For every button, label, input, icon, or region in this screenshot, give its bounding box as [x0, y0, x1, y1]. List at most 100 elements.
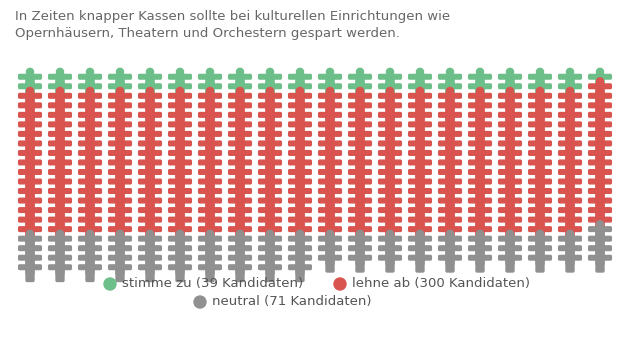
- FancyBboxPatch shape: [481, 189, 491, 193]
- Circle shape: [27, 183, 33, 190]
- FancyBboxPatch shape: [116, 110, 120, 120]
- FancyBboxPatch shape: [26, 205, 30, 215]
- Circle shape: [117, 68, 123, 75]
- FancyBboxPatch shape: [60, 157, 64, 167]
- FancyBboxPatch shape: [180, 214, 184, 224]
- FancyBboxPatch shape: [446, 252, 451, 262]
- FancyBboxPatch shape: [446, 110, 451, 120]
- FancyBboxPatch shape: [211, 227, 221, 231]
- FancyBboxPatch shape: [566, 121, 574, 132]
- Circle shape: [596, 135, 603, 142]
- FancyBboxPatch shape: [559, 150, 569, 155]
- FancyBboxPatch shape: [79, 208, 89, 212]
- FancyBboxPatch shape: [210, 271, 214, 281]
- FancyBboxPatch shape: [139, 150, 149, 155]
- FancyBboxPatch shape: [32, 113, 42, 117]
- Circle shape: [536, 202, 544, 209]
- FancyBboxPatch shape: [601, 236, 611, 241]
- FancyBboxPatch shape: [120, 119, 124, 129]
- FancyBboxPatch shape: [451, 141, 461, 146]
- FancyBboxPatch shape: [91, 189, 101, 193]
- FancyBboxPatch shape: [529, 227, 539, 231]
- FancyBboxPatch shape: [108, 217, 118, 222]
- FancyBboxPatch shape: [56, 128, 61, 139]
- FancyBboxPatch shape: [120, 243, 124, 253]
- FancyBboxPatch shape: [536, 214, 541, 224]
- FancyBboxPatch shape: [180, 81, 184, 91]
- Circle shape: [417, 135, 423, 142]
- FancyBboxPatch shape: [476, 121, 484, 132]
- Circle shape: [146, 202, 154, 209]
- Circle shape: [296, 135, 304, 142]
- FancyBboxPatch shape: [326, 214, 330, 224]
- FancyBboxPatch shape: [512, 122, 521, 127]
- FancyBboxPatch shape: [146, 74, 154, 84]
- FancyBboxPatch shape: [450, 110, 454, 120]
- FancyBboxPatch shape: [296, 176, 301, 186]
- FancyBboxPatch shape: [229, 103, 239, 108]
- Circle shape: [177, 230, 184, 237]
- FancyBboxPatch shape: [566, 243, 570, 253]
- Circle shape: [507, 192, 513, 199]
- FancyBboxPatch shape: [506, 110, 510, 120]
- FancyBboxPatch shape: [146, 169, 154, 180]
- FancyBboxPatch shape: [210, 262, 214, 272]
- FancyBboxPatch shape: [566, 90, 570, 100]
- FancyBboxPatch shape: [60, 186, 64, 196]
- FancyBboxPatch shape: [86, 245, 94, 256]
- FancyBboxPatch shape: [512, 179, 521, 184]
- FancyBboxPatch shape: [506, 243, 510, 253]
- Circle shape: [206, 221, 213, 228]
- FancyBboxPatch shape: [122, 227, 131, 231]
- FancyBboxPatch shape: [422, 227, 432, 231]
- FancyBboxPatch shape: [361, 256, 371, 260]
- FancyBboxPatch shape: [146, 271, 151, 281]
- FancyBboxPatch shape: [422, 208, 432, 212]
- FancyBboxPatch shape: [198, 132, 208, 136]
- FancyBboxPatch shape: [30, 176, 34, 186]
- FancyBboxPatch shape: [512, 150, 521, 155]
- FancyBboxPatch shape: [498, 170, 508, 174]
- FancyBboxPatch shape: [108, 227, 118, 231]
- Circle shape: [86, 106, 94, 113]
- FancyBboxPatch shape: [26, 254, 34, 265]
- FancyBboxPatch shape: [301, 179, 311, 184]
- FancyBboxPatch shape: [451, 246, 461, 251]
- FancyBboxPatch shape: [536, 131, 544, 142]
- FancyBboxPatch shape: [506, 157, 510, 167]
- FancyBboxPatch shape: [601, 256, 611, 260]
- FancyBboxPatch shape: [32, 150, 42, 155]
- FancyBboxPatch shape: [259, 132, 268, 136]
- FancyBboxPatch shape: [236, 112, 244, 122]
- Circle shape: [206, 192, 213, 199]
- FancyBboxPatch shape: [332, 93, 342, 98]
- FancyBboxPatch shape: [481, 132, 491, 136]
- FancyBboxPatch shape: [149, 110, 154, 120]
- FancyBboxPatch shape: [86, 186, 91, 196]
- FancyBboxPatch shape: [439, 198, 449, 203]
- FancyBboxPatch shape: [439, 93, 449, 98]
- Circle shape: [356, 211, 363, 218]
- Circle shape: [267, 163, 273, 171]
- FancyBboxPatch shape: [86, 119, 91, 129]
- FancyBboxPatch shape: [91, 179, 101, 184]
- FancyBboxPatch shape: [510, 100, 514, 110]
- FancyBboxPatch shape: [229, 141, 239, 146]
- FancyBboxPatch shape: [289, 75, 299, 79]
- FancyBboxPatch shape: [146, 178, 154, 189]
- FancyBboxPatch shape: [330, 243, 334, 253]
- FancyBboxPatch shape: [48, 170, 58, 174]
- FancyBboxPatch shape: [19, 256, 29, 260]
- FancyBboxPatch shape: [211, 122, 221, 127]
- FancyBboxPatch shape: [296, 140, 304, 151]
- FancyBboxPatch shape: [416, 150, 424, 161]
- FancyBboxPatch shape: [326, 169, 334, 180]
- FancyBboxPatch shape: [108, 122, 118, 127]
- FancyBboxPatch shape: [420, 110, 424, 120]
- FancyBboxPatch shape: [506, 119, 510, 129]
- FancyBboxPatch shape: [356, 159, 364, 170]
- FancyBboxPatch shape: [206, 131, 214, 142]
- FancyBboxPatch shape: [319, 103, 329, 108]
- FancyBboxPatch shape: [122, 84, 131, 89]
- FancyBboxPatch shape: [239, 90, 244, 100]
